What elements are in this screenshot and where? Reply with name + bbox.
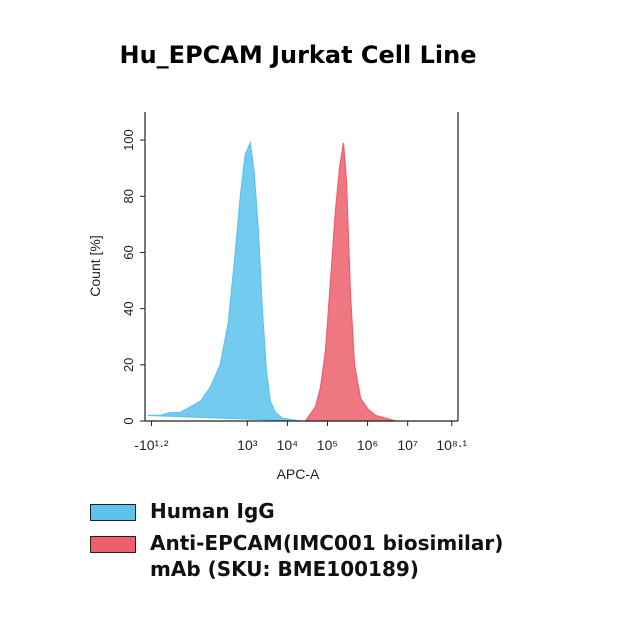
- area: [147, 140, 301, 422]
- x-tick-label: 10⁷: [397, 437, 418, 453]
- chart-title: Hu_EPCAM Jurkat Cell Line: [120, 41, 477, 69]
- y-axis-label: Count [%]: [87, 235, 103, 296]
- y-tick-label: 40: [121, 301, 136, 315]
- x-tick-label: 10⁸·¹: [436, 437, 467, 453]
- legend-label: Anti-EPCAM(IMC001 biosimilar) mAb (SKU: …: [150, 531, 504, 581]
- x-tick-label: 10⁶: [357, 437, 378, 453]
- x-axis-label: APC-A: [277, 466, 320, 482]
- legend-label: Human IgG: [150, 499, 275, 523]
- chart: Hu_EPCAM Jurkat Cell Line APC-A Count [%…: [87, 41, 477, 482]
- x-tick-label: 10⁴: [277, 437, 299, 453]
- y-tick-label: 20: [121, 358, 136, 372]
- legend-item: Human IgG: [90, 498, 560, 524]
- x-tick-label: 10⁵: [317, 437, 338, 453]
- x-tick-label: 10³: [237, 437, 258, 453]
- y-tick-label: 80: [121, 189, 136, 203]
- legend-swatch: [90, 536, 136, 553]
- x-tick-label: -10¹·²: [134, 437, 169, 453]
- legend-item: Anti-EPCAM(IMC001 biosimilar) mAb (SKU: …: [90, 530, 560, 582]
- y-tick-label: 60: [121, 245, 136, 259]
- y-tick-label: 0: [121, 417, 136, 424]
- legend-swatch: [90, 504, 136, 521]
- area: [304, 142, 396, 422]
- y-tick-label: 100: [121, 129, 136, 151]
- legend: Human IgG Anti-EPCAM(IMC001 biosimilar) m…: [90, 498, 560, 588]
